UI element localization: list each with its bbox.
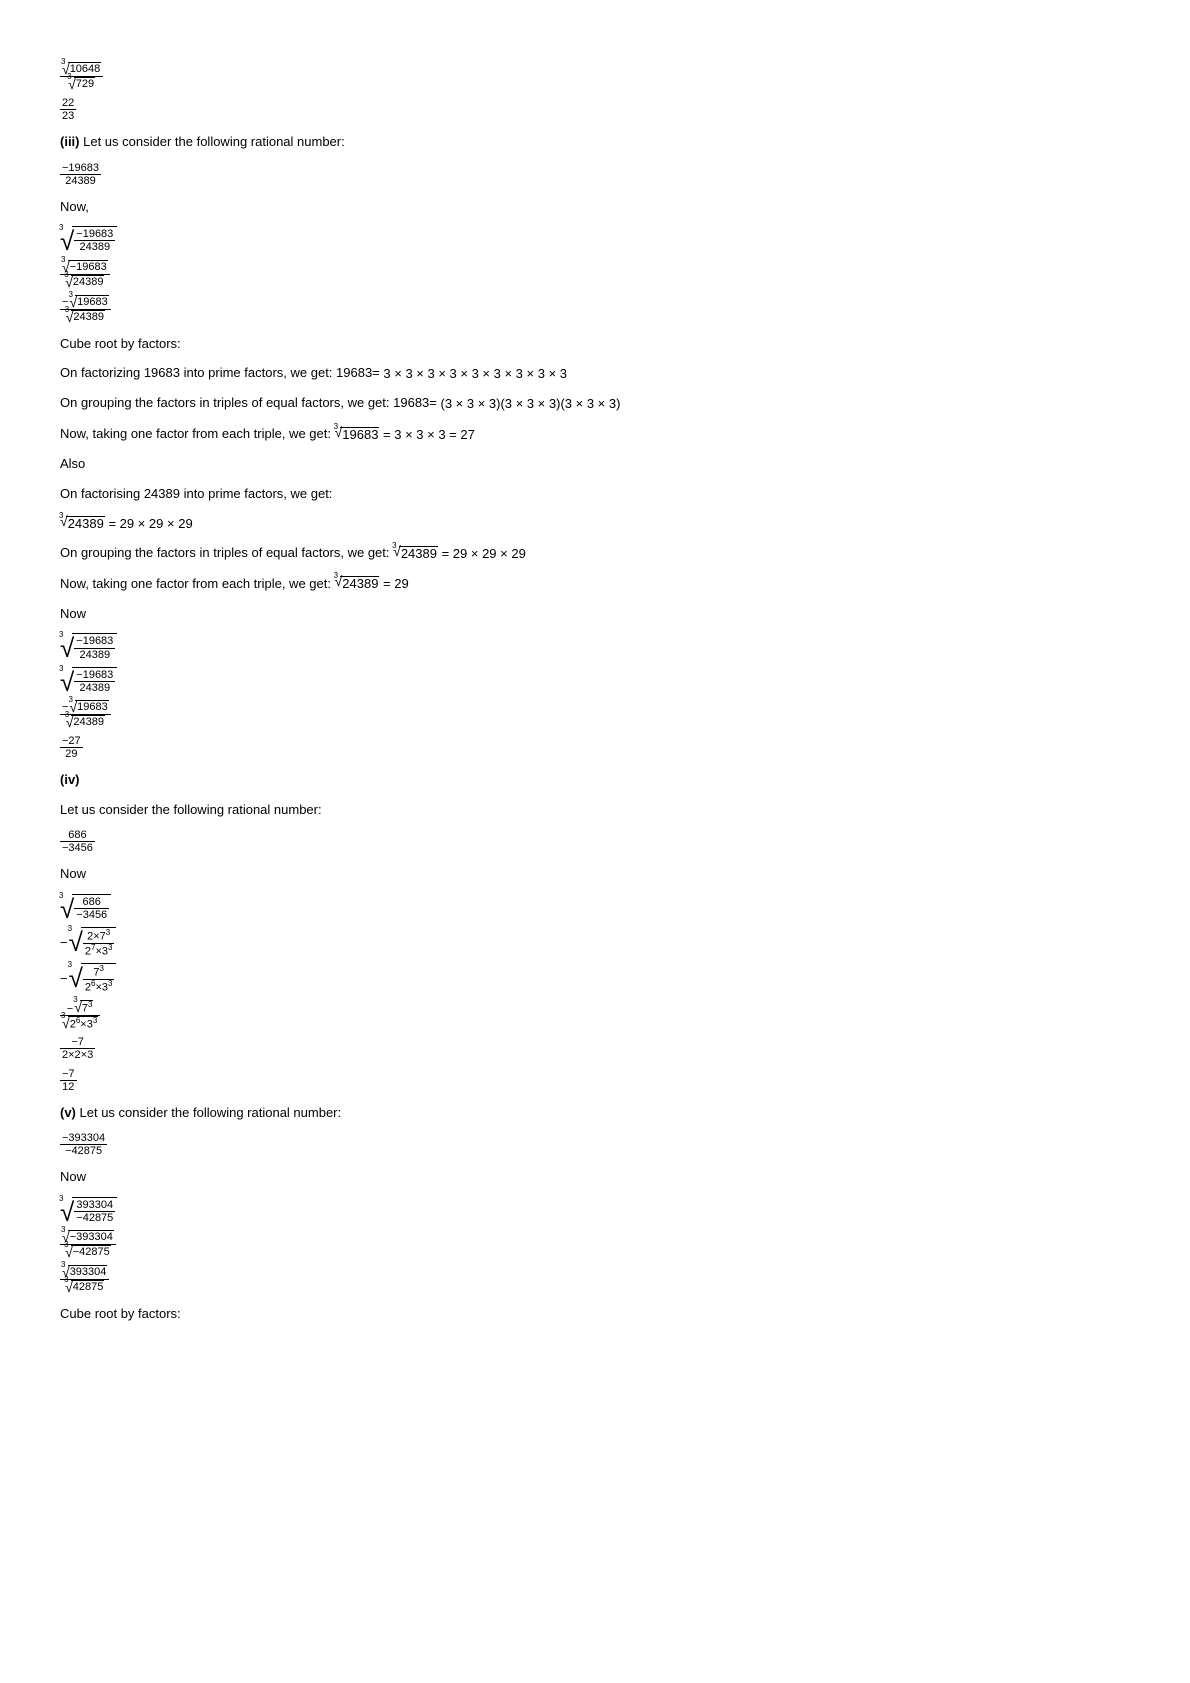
- rational-iii: −19683 24389: [60, 162, 1130, 187]
- now-text: Now,: [60, 197, 1130, 217]
- den: 729: [74, 77, 95, 90]
- iv-s2: −√ 2×7327×33: [60, 927, 1130, 958]
- group-24389: On grouping the factors in triples of eq…: [60, 543, 1130, 563]
- iv-s1: √ 686−3456: [60, 894, 1130, 921]
- now-v: Now: [60, 1167, 1130, 1187]
- also-text: Also: [60, 454, 1130, 474]
- den: 23: [60, 110, 76, 122]
- iii-step1: √ −19683 24389: [60, 226, 1130, 253]
- cube-root-heading: Cube root by factors:: [60, 334, 1130, 354]
- iii-final2: √ −1968324389: [60, 667, 1130, 694]
- iv-s3: −√ 7326×33: [60, 963, 1130, 994]
- part-v-intro: (v) Let us consider the following ration…: [60, 1103, 1130, 1123]
- one-factor-24389: Now, taking one factor from each triple,…: [60, 574, 1130, 594]
- factor-19683: On factorizing 19683 into prime factors,…: [60, 363, 1130, 383]
- cube-root-heading-v: Cube root by factors:: [60, 1304, 1130, 1324]
- part-iii-intro: (iii) Let us consider the following rati…: [60, 132, 1130, 152]
- num: 10648: [68, 62, 102, 75]
- iv-s4: −√73 √26×33: [60, 1000, 1130, 1031]
- iii-step3: −√19683 √24389: [60, 295, 1130, 324]
- top-frac-1: √10648 √729: [60, 62, 1130, 91]
- factor-24389-text: On factorising 24389 into prime factors,…: [60, 484, 1130, 504]
- intro-text: Let us consider the following rational n…: [83, 134, 345, 149]
- iv-s5: −7 2×2×3: [60, 1036, 1130, 1061]
- part-iv-label: (iv): [60, 770, 1130, 790]
- iii-final3: −√19683 √24389: [60, 700, 1130, 729]
- v-s2: √−393304 √−42875: [60, 1230, 1130, 1259]
- top-frac-2: 22 23: [60, 97, 1130, 122]
- iii-step2: √−19683 √24389: [60, 260, 1130, 289]
- v-s3: √393304 √42875: [60, 1265, 1130, 1294]
- rational-v: −393304 −42875: [60, 1132, 1130, 1157]
- v-s1: √ 393304−42875: [60, 1197, 1130, 1224]
- part-label: (iii): [60, 134, 80, 149]
- rational-iv: 686 −3456: [60, 829, 1130, 854]
- group-19683: On grouping the factors in triples of eq…: [60, 393, 1130, 413]
- num: 22: [60, 97, 76, 110]
- iii-result: −27 29: [60, 735, 1130, 760]
- part-iv-intro: Let us consider the following rational n…: [60, 800, 1130, 820]
- num: −19683: [60, 162, 101, 175]
- iv-s6: −7 12: [60, 1068, 1130, 1093]
- one-factor-19683: Now, taking one factor from each triple,…: [60, 424, 1130, 444]
- den: 24389: [60, 175, 101, 187]
- iii-final1: √ −1968324389: [60, 633, 1130, 660]
- now2-text: Now: [60, 604, 1130, 624]
- factor-24389-expr: √24389 = 29 × 29 × 29: [60, 513, 1130, 533]
- now-iv: Now: [60, 864, 1130, 884]
